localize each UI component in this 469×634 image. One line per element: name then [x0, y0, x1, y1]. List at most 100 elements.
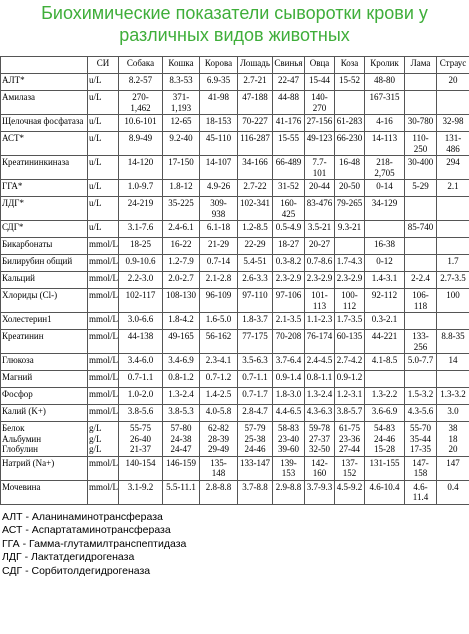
- unit-cell: u/L: [88, 180, 119, 197]
- cell: 8.9-49: [119, 132, 163, 156]
- cell: 135- 148: [200, 456, 238, 480]
- unit-cell: mmol/L: [88, 238, 119, 255]
- cell: 0-12: [365, 255, 405, 272]
- cell: 70-227: [238, 115, 273, 132]
- cell: 3.8-5.6: [119, 405, 163, 422]
- cell: 60-135: [335, 330, 365, 354]
- note: ГГА - Гамма-глутамилтранспептидаза: [2, 538, 469, 552]
- cell: 3.0: [437, 405, 469, 422]
- cell: 57-79 25-38 24-46: [238, 422, 273, 457]
- cell: 14-107: [200, 156, 238, 180]
- cell: 1.0-9.7: [119, 180, 163, 197]
- cell: 7.7- 101: [305, 156, 335, 180]
- cell: 2.8-8.8: [200, 480, 238, 504]
- cell: 8.3-53: [163, 74, 200, 91]
- cell: 44-221: [365, 330, 405, 354]
- cell: 3.1-7.6: [119, 221, 163, 238]
- cell: 3.5-21: [305, 221, 335, 238]
- cell: 61-283: [335, 115, 365, 132]
- header-cell: Корова: [200, 57, 238, 74]
- unit-cell: mmol/L: [88, 388, 119, 405]
- header-cell: Кошка: [163, 57, 200, 74]
- cell: 294: [437, 156, 469, 180]
- unit-cell: g/L g/L g/L: [88, 422, 119, 457]
- header-cell: [1, 57, 88, 74]
- cell: 17-150: [163, 156, 200, 180]
- cell: 131- 486: [437, 132, 469, 156]
- cell: 35-225: [163, 197, 200, 221]
- cell: 2.7-22: [238, 180, 273, 197]
- cell: 6.1-18: [200, 221, 238, 238]
- row-label: Креатинин: [1, 330, 88, 354]
- cell: 58-83 23-40 39-60: [273, 422, 305, 457]
- cell: 49-165: [163, 330, 200, 354]
- cell: 66-489: [273, 156, 305, 180]
- cell: 371- 1,193: [163, 91, 200, 115]
- row-label: Щелочная фосфатаза: [1, 115, 88, 132]
- cell: 139- 153: [273, 456, 305, 480]
- cell: 116-287: [238, 132, 273, 156]
- cell: 4.6-10.4: [365, 480, 405, 504]
- cell: 4.1-8.5: [365, 354, 405, 371]
- cell: 2.9-8.8: [273, 480, 305, 504]
- cell: 41-176: [273, 115, 305, 132]
- unit-cell: u/L: [88, 74, 119, 91]
- cell: 1.7: [437, 255, 469, 272]
- cell: 4.9-26: [200, 180, 238, 197]
- cell: 54-83 24-46 15-28: [365, 422, 405, 457]
- cell: 16-38: [365, 238, 405, 255]
- cell: 5.5-11.1: [163, 480, 200, 504]
- cell: 22-47: [273, 74, 305, 91]
- cell: 2.1: [437, 180, 469, 197]
- cell: 1.7-4.3: [335, 255, 365, 272]
- note: СДГ - Сорбитолдегидрогеназа: [2, 565, 469, 579]
- cell: 5.4-51: [238, 255, 273, 272]
- cell: 10.6-101: [119, 115, 163, 132]
- cell: 2.4-6.1: [163, 221, 200, 238]
- cell: 47-188: [238, 91, 273, 115]
- cell: [365, 221, 405, 238]
- unit-cell: u/L: [88, 115, 119, 132]
- cell: [405, 197, 437, 221]
- row-label: Мочевина: [1, 480, 88, 504]
- row-label: Хлориды (Cl-): [1, 289, 88, 313]
- cell: 4-16: [365, 115, 405, 132]
- cell: [437, 238, 469, 255]
- cell: 0.9-10.6: [119, 255, 163, 272]
- cell: 131-155: [365, 456, 405, 480]
- cell: 147- 158: [405, 456, 437, 480]
- header-cell: Коза: [335, 57, 365, 74]
- cell: 96-109: [200, 289, 238, 313]
- note: ЛДГ - Лактатдегидрогеназа: [2, 551, 469, 565]
- cell: 100: [437, 289, 469, 313]
- unit-cell: mmol/L: [88, 405, 119, 422]
- cell: 0.3-8.2: [273, 255, 305, 272]
- cell: 0.4: [437, 480, 469, 504]
- cell: 133- 256: [405, 330, 437, 354]
- unit-cell: mmol/L: [88, 456, 119, 480]
- cell: 0.9-1.2: [335, 371, 365, 388]
- cell: 0.8-1.1: [305, 371, 335, 388]
- cell: 2.8-4.7: [238, 405, 273, 422]
- unit-cell: u/L: [88, 221, 119, 238]
- cell: 1.5-3.2: [405, 388, 437, 405]
- cell: 1.8-12: [163, 180, 200, 197]
- cell: 70-208: [273, 330, 305, 354]
- cell: 44-88: [273, 91, 305, 115]
- cell: 55-75 26-40 21-37: [119, 422, 163, 457]
- cell: 218- 2,705: [365, 156, 405, 180]
- cell: 76-174: [305, 330, 335, 354]
- row-label: Фосфор: [1, 388, 88, 405]
- unit-cell: u/L: [88, 197, 119, 221]
- cell: 4.3-6.3: [305, 405, 335, 422]
- header-cell: Лама: [405, 57, 437, 74]
- cell: [405, 313, 437, 330]
